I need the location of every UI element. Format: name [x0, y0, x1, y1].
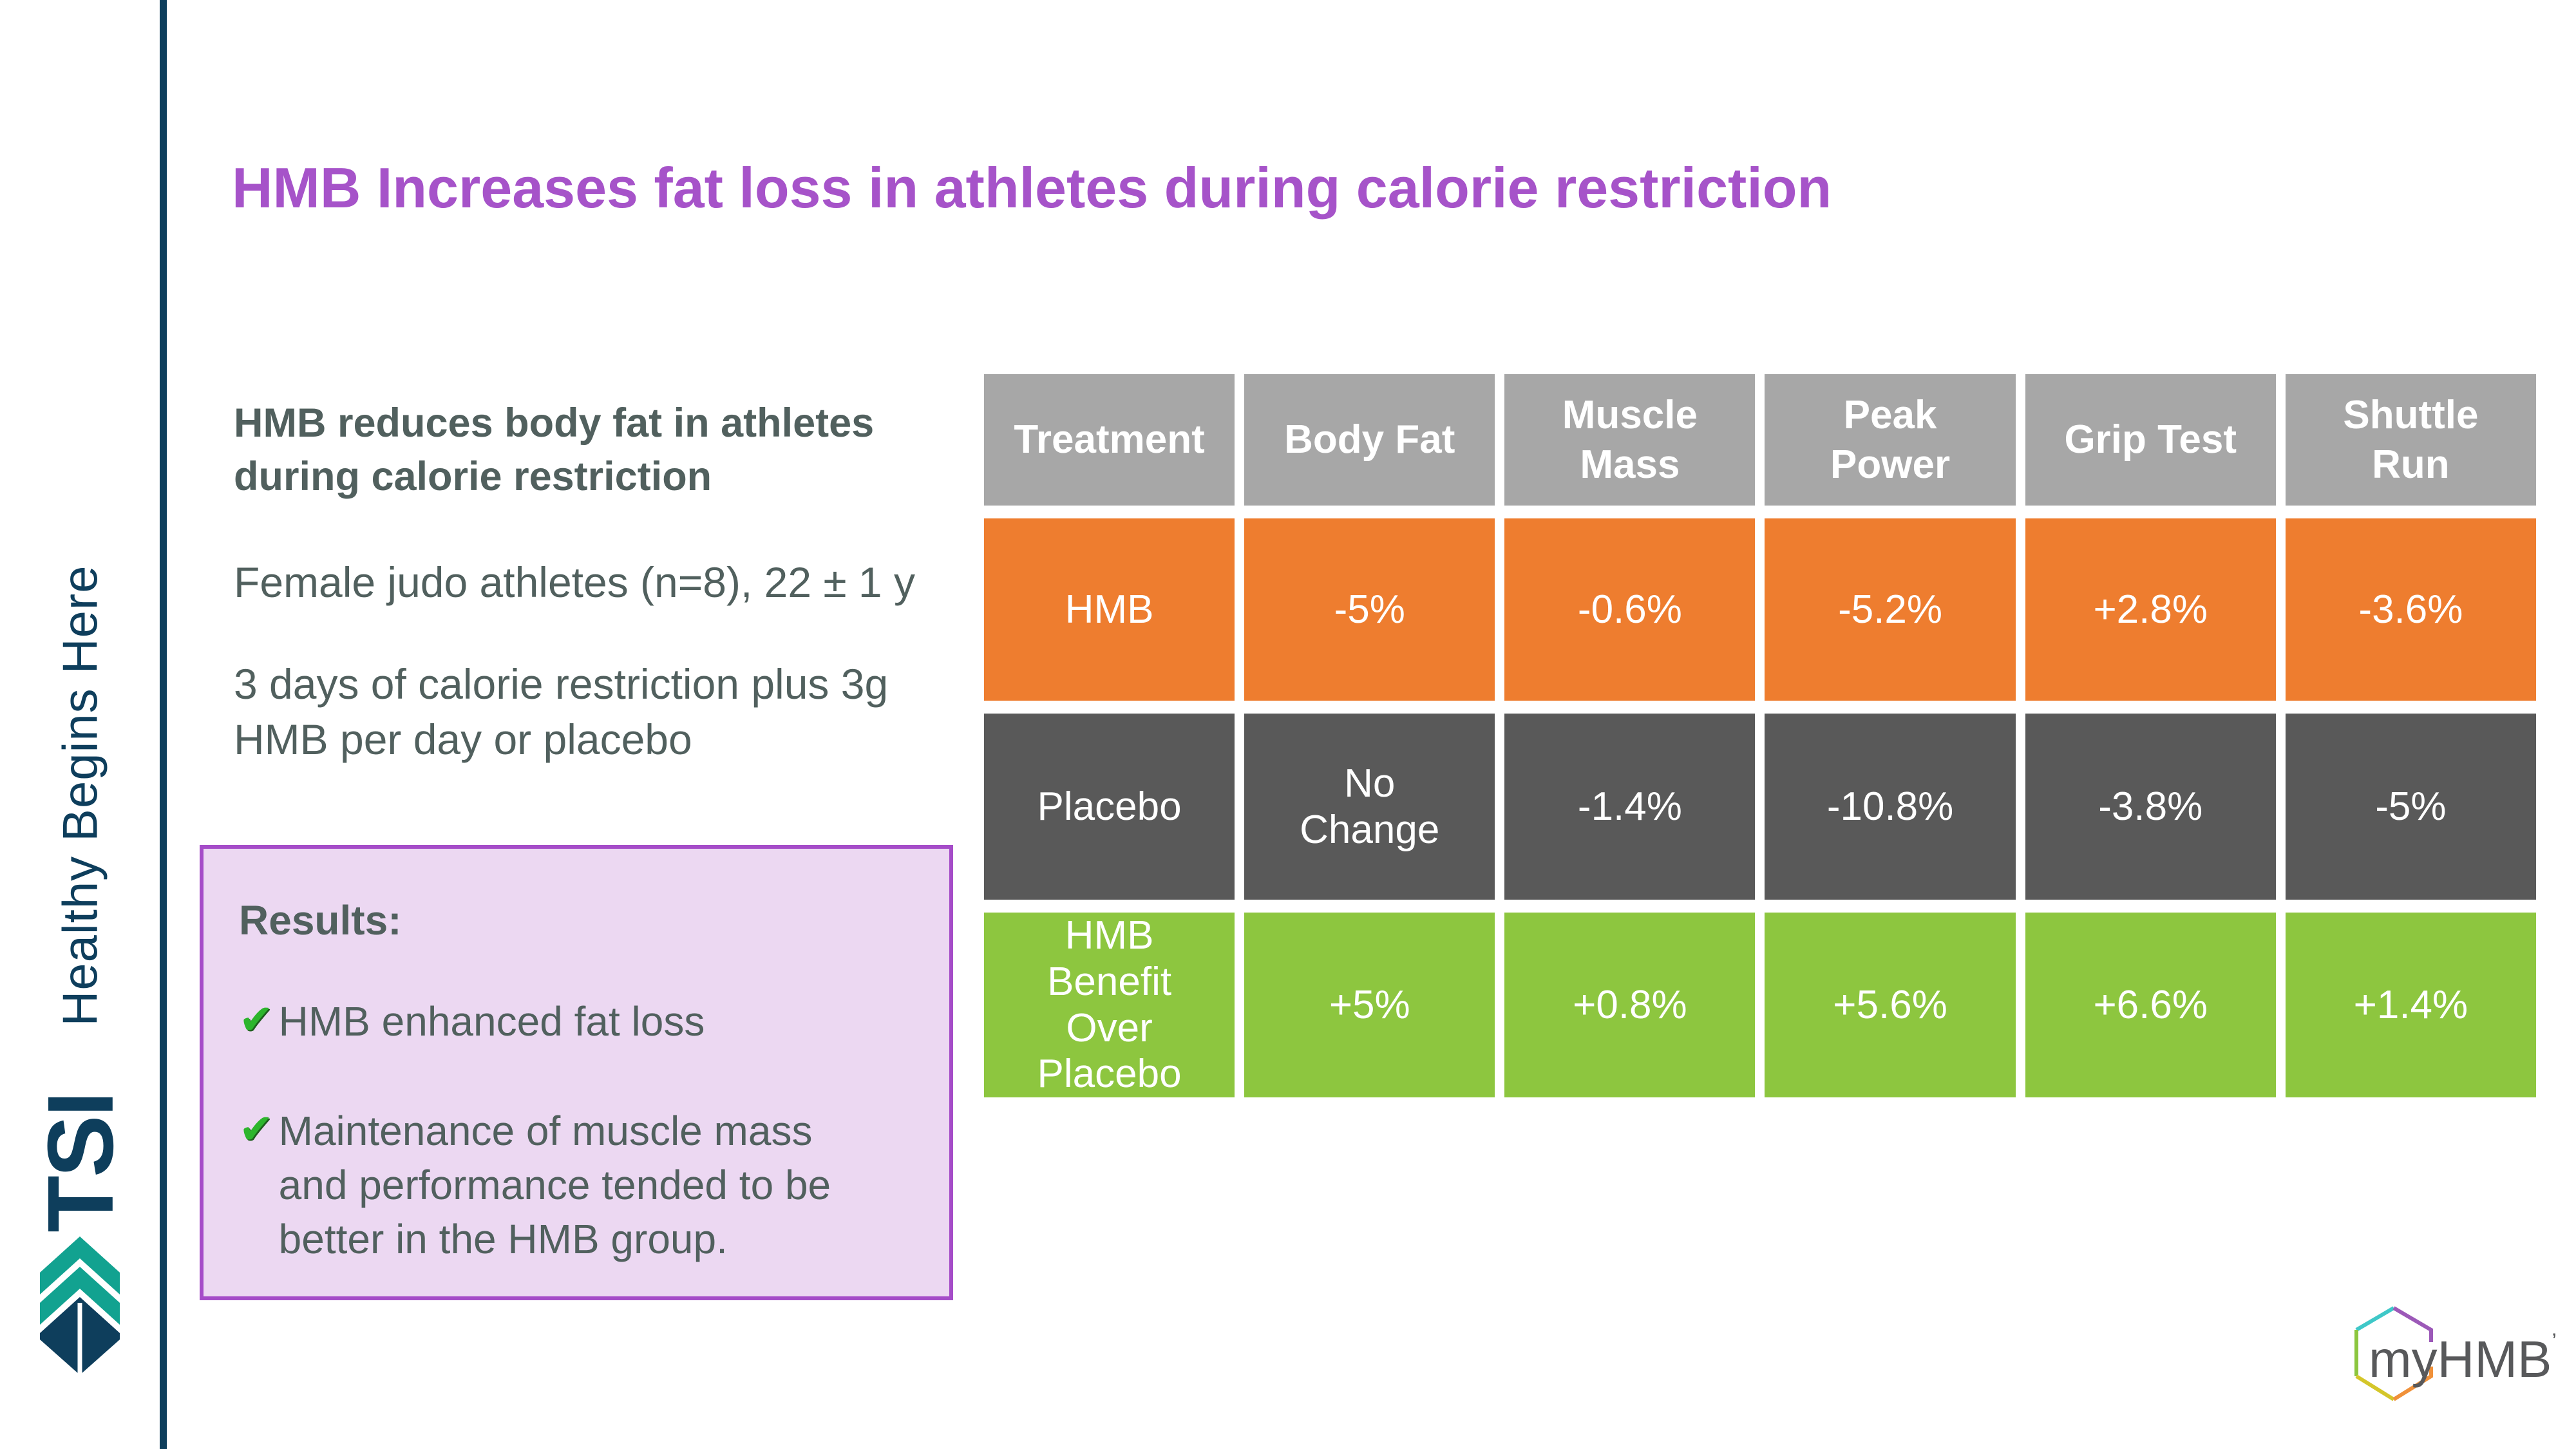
bullet-text: Maintenance of muscle mass and performan…	[278, 1108, 831, 1262]
check-icon: ✔	[239, 1106, 274, 1153]
value-cell: -5%	[1244, 518, 1495, 701]
row-label-cell: HMB	[984, 518, 1235, 701]
value-cell: +6.6%	[2025, 913, 2276, 1097]
bullet-text: HMB enhanced fat loss	[278, 998, 705, 1045]
value-cell: -3.8%	[2025, 714, 2276, 900]
table-header-cell: Body Fat	[1244, 374, 1495, 506]
row-label-cell: HMB Benefit Over Placebo	[984, 913, 1235, 1097]
value-cell: +5.6%	[1765, 913, 2016, 1097]
results-table: Treatment Body Fat Muscle Mass Peak Power Gr…	[984, 374, 2536, 1097]
study-population-line: Female judo athletes (n=8), 22 ± 1 y	[234, 558, 915, 606]
check-icon: ✔	[239, 996, 274, 1043]
table-header-cell: Peak Power	[1765, 374, 2016, 506]
myhmb-logo: myHMB’	[2349, 1302, 2557, 1415]
slide-title: HMB Increases fat loss in athletes durin…	[232, 156, 1832, 220]
value-cell: -10.8%	[1765, 714, 2016, 900]
brand-wordmark: TSI	[28, 1092, 133, 1233]
sidebar: Healthy Begins Here	[0, 535, 161, 1056]
value-cell: -5.2%	[1765, 518, 2016, 701]
study-heading: HMB reduces body fat in athletes during …	[234, 401, 875, 500]
myhmb-wordmark-text: myHMB	[2369, 1331, 2552, 1388]
left-accent-line	[160, 0, 167, 1449]
brand-wordmark-wrap: TSI	[0, 1088, 161, 1236]
myhmb-wordmark: myHMB’	[2369, 1331, 2557, 1385]
row-label-cell: Placebo	[984, 714, 1235, 900]
results-box: Results: ✔ HMB enhanced fat loss ✔ Maint…	[200, 845, 953, 1300]
value-cell: +0.8%	[1504, 913, 1756, 1097]
table-header-cell: Grip Test	[2025, 374, 2276, 506]
results-heading: Results:	[239, 897, 402, 943]
result-bullet: ✔ Maintenance of muscle mass and perform…	[239, 1104, 917, 1266]
value-cell: +5%	[1244, 913, 1495, 1097]
value-cell: +2.8%	[2025, 518, 2276, 701]
result-bullet: ✔ HMB enhanced fat loss	[239, 995, 917, 1049]
value-cell: -3.6%	[2285, 518, 2536, 701]
myhmb-hexagon-icon	[2354, 1306, 2433, 1401]
sidebar-tagline: Healthy Begins Here	[53, 564, 108, 1027]
value-cell: -5%	[2285, 714, 2536, 900]
value-cell: -0.6%	[1504, 518, 1756, 701]
table-header-cell: Shuttle Run	[2285, 374, 2536, 506]
value-cell: +1.4%	[2285, 913, 2536, 1097]
trademark-mark: ’	[2552, 1329, 2557, 1354]
table-header-cell: Treatment	[984, 374, 1235, 506]
tsi-hexagon-icon	[40, 1236, 120, 1375]
study-protocol-line: 3 days of calorie restriction plus 3g HM…	[234, 660, 889, 763]
value-cell: -1.4%	[1504, 714, 1756, 900]
table-header-cell: Muscle Mass	[1504, 374, 1756, 506]
value-cell: No Change	[1244, 714, 1495, 900]
